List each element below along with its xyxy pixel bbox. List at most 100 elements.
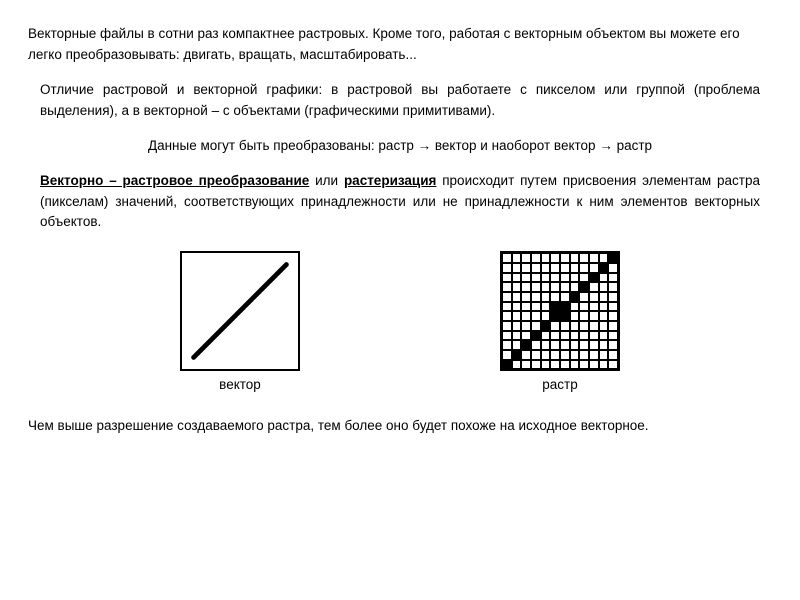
vector-line xyxy=(194,265,287,358)
raster-cell xyxy=(502,321,512,331)
raster-cell xyxy=(541,350,551,360)
raster-cell xyxy=(541,360,551,370)
raster-cell xyxy=(502,263,512,273)
raster-cell xyxy=(608,331,618,341)
raster-cell xyxy=(579,311,589,321)
raster-cell xyxy=(550,302,560,312)
raster-cell xyxy=(550,292,560,302)
raster-cell xyxy=(570,331,580,341)
raster-cell xyxy=(570,360,580,370)
raster-cell xyxy=(502,302,512,312)
raster-cell xyxy=(541,321,551,331)
raster-cell xyxy=(589,350,599,360)
arrow-icon: → xyxy=(418,138,432,153)
raster-cell xyxy=(570,253,580,263)
raster-cell xyxy=(531,340,541,350)
raster-cell xyxy=(531,263,541,273)
raster-cell xyxy=(579,292,589,302)
raster-cell xyxy=(579,263,589,273)
raster-cell xyxy=(608,263,618,273)
raster-cell xyxy=(608,273,618,283)
raster-cell xyxy=(589,282,599,292)
conv-post: растр xyxy=(613,138,652,153)
raster-cell xyxy=(512,253,522,263)
raster-cell xyxy=(512,292,522,302)
raster-cell xyxy=(541,253,551,263)
raster-cell xyxy=(531,273,541,283)
raster-cell xyxy=(570,282,580,292)
raster-cell xyxy=(560,292,570,302)
raster-cell xyxy=(599,282,609,292)
vector-line-svg xyxy=(182,253,298,369)
raster-cell xyxy=(560,253,570,263)
raster-cell xyxy=(560,302,570,312)
raster-cell xyxy=(550,350,560,360)
raster-cell xyxy=(570,302,580,312)
raster-cell xyxy=(512,331,522,341)
raster-cell xyxy=(521,282,531,292)
raster-label: растр xyxy=(542,377,577,392)
raster-cell xyxy=(541,282,551,292)
raster-cell xyxy=(570,273,580,283)
raster-cell xyxy=(531,253,541,263)
raster-cell xyxy=(589,340,599,350)
raster-cell xyxy=(531,350,541,360)
raster-cell xyxy=(589,292,599,302)
raster-cell xyxy=(579,273,589,283)
raster-cell xyxy=(599,360,609,370)
raster-cell xyxy=(589,253,599,263)
raster-cell xyxy=(531,292,541,302)
raster-cell xyxy=(560,331,570,341)
raster-cell xyxy=(608,360,618,370)
arrow-icon: → xyxy=(599,138,613,153)
raster-cell xyxy=(579,302,589,312)
raster-cell xyxy=(589,321,599,331)
raster-cell xyxy=(608,253,618,263)
raster-cell xyxy=(512,311,522,321)
raster-cell xyxy=(579,282,589,292)
raster-cell xyxy=(541,263,551,273)
raster-cell xyxy=(512,321,522,331)
raster-cell xyxy=(579,360,589,370)
raster-cell xyxy=(599,340,609,350)
paragraph-conversion: Данные могут быть преобразованы: растр →… xyxy=(28,136,772,157)
raster-cell xyxy=(589,360,599,370)
raster-cell xyxy=(560,340,570,350)
raster-cell xyxy=(608,292,618,302)
raster-cell xyxy=(521,253,531,263)
raster-cell xyxy=(521,302,531,312)
conv-pre: Данные могут быть преобразованы: растр xyxy=(148,138,418,153)
raster-cell xyxy=(599,321,609,331)
raster-cell xyxy=(502,331,512,341)
raster-cell xyxy=(541,292,551,302)
raster-cell xyxy=(512,263,522,273)
raster-cell xyxy=(550,321,560,331)
raster-cell xyxy=(502,253,512,263)
raster-cell xyxy=(560,263,570,273)
term-rasterization: растеризация xyxy=(344,173,436,188)
raster-cell xyxy=(512,340,522,350)
raster-cell xyxy=(531,311,541,321)
raster-cell xyxy=(521,263,531,273)
vector-label: вектор xyxy=(219,377,261,392)
raster-cell xyxy=(512,282,522,292)
raster-cell xyxy=(579,350,589,360)
raster-cell xyxy=(608,282,618,292)
raster-cell xyxy=(550,263,560,273)
raster-cell xyxy=(599,292,609,302)
raster-cell xyxy=(541,340,551,350)
raster-cell xyxy=(599,311,609,321)
raster-cell xyxy=(608,340,618,350)
vector-diagram-col: вектор xyxy=(180,251,300,392)
raster-cell xyxy=(570,321,580,331)
paragraph-resolution: Чем выше разрешение создаваемого растра,… xyxy=(28,416,772,437)
raster-cell xyxy=(531,321,541,331)
raster-cell xyxy=(608,350,618,360)
raster-cell xyxy=(608,321,618,331)
raster-cell xyxy=(512,302,522,312)
raster-cell xyxy=(560,360,570,370)
raster-diagram-col: растр xyxy=(500,251,620,392)
raster-cell xyxy=(560,311,570,321)
raster-cell xyxy=(570,263,580,273)
raster-cell xyxy=(589,273,599,283)
